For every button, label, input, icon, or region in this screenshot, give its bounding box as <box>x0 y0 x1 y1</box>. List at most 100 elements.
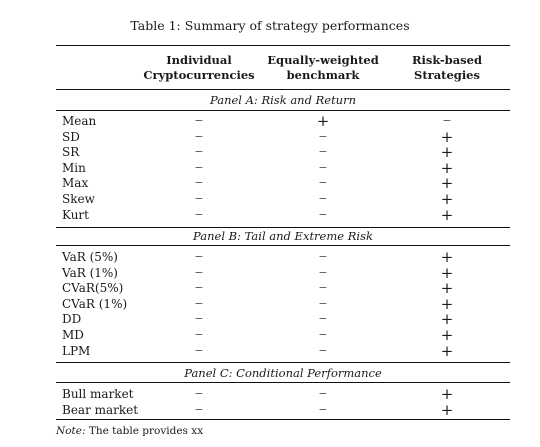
row-label: Bull market <box>62 387 134 401</box>
minus-sign-cell: − <box>194 207 204 221</box>
plus-sign-cell: + <box>316 112 330 130</box>
row-label: SD <box>62 129 80 144</box>
row-label: Skew <box>62 192 95 206</box>
plus-sign-cell: + <box>440 279 454 298</box>
minus-sign-cell: − <box>194 328 204 341</box>
plus-sign-cell: + <box>440 263 454 282</box>
header-line: Strategies <box>414 68 480 82</box>
row-label: MD <box>62 328 84 342</box>
top-rule <box>56 45 510 47</box>
minus-sign-cell: − <box>318 250 328 263</box>
row-label: Min <box>62 160 86 175</box>
table-row: VaR (1%) − − + <box>0 263 540 282</box>
panel-c-rule <box>56 382 510 383</box>
header-individual-cryptocurrencies: Individual Cryptocurrencies <box>139 53 259 83</box>
table-row: CVaR(5%) − − + <box>0 281 540 297</box>
minus-sign-cell: − <box>318 176 328 190</box>
plus-sign-cell: + <box>440 127 454 146</box>
minus-sign-cell: − <box>194 250 204 263</box>
panel-c-title: Panel C: Conditional Performance <box>184 366 382 380</box>
row-label: LPM <box>62 343 91 358</box>
plus-sign-cell: + <box>440 158 454 177</box>
table-row: CVaR (1%) − − + <box>0 294 540 313</box>
minus-sign-cell: − <box>194 402 204 416</box>
plus-sign-cell: + <box>440 341 454 360</box>
header-line: Cryptocurrencies <box>143 68 255 82</box>
minus-sign-cell: − <box>318 192 328 205</box>
table-row: Mean − + − <box>0 114 540 130</box>
panel-b-title: Panel B: Tail and Extreme Risk <box>193 229 373 243</box>
minus-sign-cell: − <box>194 160 204 174</box>
table-row: MD − − + <box>0 328 540 344</box>
table-row: Bull market − − + <box>0 387 540 403</box>
row-label: VaR (1%) <box>62 265 118 280</box>
plus-sign-cell: + <box>440 248 454 266</box>
row-label: VaR (5%) <box>62 250 118 264</box>
plus-sign-cell: + <box>440 205 454 224</box>
minus-sign-cell: − <box>194 176 204 190</box>
panel-c-top-rule <box>56 362 510 363</box>
minus-sign-cell: − <box>318 328 328 341</box>
plus-sign-cell: + <box>440 190 454 208</box>
plus-sign-cell: + <box>440 400 454 419</box>
minus-sign-cell: − <box>318 207 328 221</box>
note-prefix: Note: <box>56 425 86 437</box>
header-line: Equally-weighted <box>267 53 379 67</box>
plus-sign-cell: + <box>440 326 454 344</box>
table-row: DD − − + <box>0 312 540 328</box>
row-label: Bear market <box>62 402 139 417</box>
table-row: Kurt − − + <box>0 205 540 224</box>
minus-sign-cell: − <box>318 402 328 416</box>
minus-sign-cell: − <box>318 145 328 159</box>
table-row: SR − − + <box>0 145 540 161</box>
row-label: DD <box>62 312 82 327</box>
minus-sign-cell: − <box>194 343 204 357</box>
minus-sign-cell: − <box>194 387 204 400</box>
minus-sign-cell: − <box>442 114 452 127</box>
minus-sign-cell: − <box>194 296 204 310</box>
minus-sign-cell: − <box>194 129 204 143</box>
row-label: CVaR(5%) <box>62 281 124 296</box>
plus-sign-cell: + <box>440 174 454 193</box>
minus-sign-cell: − <box>318 343 328 357</box>
minus-sign-cell: − <box>318 160 328 174</box>
panel-a-title: Panel A: Risk and Return <box>210 93 356 107</box>
bottom-rule <box>56 419 510 421</box>
table-caption: Table 1: Summary of strategy performance… <box>130 18 410 33</box>
header-line: Individual <box>166 53 232 67</box>
plus-sign-cell: + <box>440 143 454 162</box>
header-risk-based-strategies: Risk-based Strategies <box>392 53 502 83</box>
minus-sign-cell: − <box>318 129 328 143</box>
minus-sign-cell: − <box>194 114 204 127</box>
minus-sign-cell: − <box>318 265 328 279</box>
row-label: Max <box>62 176 89 191</box>
panel-b-top-rule <box>56 227 510 228</box>
row-label: Kurt <box>62 207 89 222</box>
note-text: The table provides xx <box>88 425 204 437</box>
row-label: Mean <box>62 114 97 128</box>
header-equally-weighted-benchmark: Equally-weighted benchmark <box>253 53 393 83</box>
minus-sign-cell: − <box>318 387 328 400</box>
row-label: CVaR (1%) <box>62 296 128 311</box>
header-line: benchmark <box>286 68 360 82</box>
minus-sign-cell: − <box>194 145 204 159</box>
minus-sign-cell: − <box>194 281 204 295</box>
table-row: VaR (5%) − − + <box>0 250 540 266</box>
panel-b-rule <box>56 245 510 246</box>
row-label: SR <box>62 145 80 160</box>
minus-sign-cell: − <box>194 192 204 205</box>
minus-sign-cell: − <box>194 265 204 279</box>
table-row: Skew − − + <box>0 192 540 208</box>
table-note: Note: The table provides xx <box>56 425 203 437</box>
plus-sign-cell: + <box>440 385 454 403</box>
table-row: Min − − + <box>0 158 540 177</box>
table-row: LPM − − + <box>0 341 540 360</box>
table-row: Bear market − − + <box>0 400 540 419</box>
table-row: SD − − + <box>0 127 540 146</box>
table-row: Max − − + <box>0 176 540 192</box>
plus-sign-cell: + <box>440 310 454 329</box>
panel-a-rule <box>56 110 510 111</box>
header-rule <box>56 89 510 90</box>
plus-sign-cell: + <box>440 294 454 313</box>
minus-sign-cell: − <box>318 312 328 326</box>
